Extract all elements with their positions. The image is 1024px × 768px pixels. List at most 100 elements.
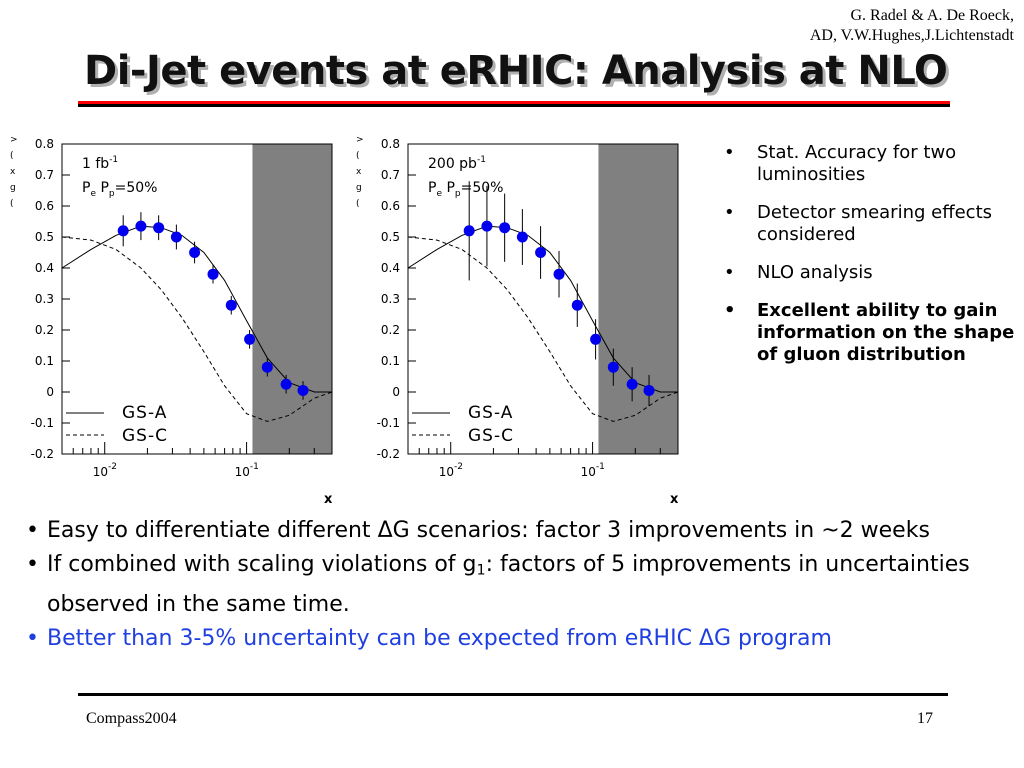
data-point <box>463 225 475 237</box>
x-tick-label: 10-2 <box>439 462 463 479</box>
svg-text:x: x <box>356 167 362 177</box>
svg-text:(: ( <box>356 199 360 209</box>
main-bullet-item: • Easy to differentiate different ΔG scen… <box>26 514 1021 548</box>
subscript: 1 <box>476 562 486 579</box>
y-axis-title: > (x g ( <box>356 135 364 209</box>
bullet-text-end: G program <box>713 625 832 651</box>
legend-gs-c: GS-C <box>468 426 514 446</box>
data-point <box>516 231 528 243</box>
legend-gs-a: GS-A <box>468 403 513 423</box>
svg-text:x: x <box>10 167 16 177</box>
x-tick-base: 10 <box>235 465 250 479</box>
x-tick-exponent: -2 <box>108 462 117 472</box>
svg-text:(: ( <box>10 199 14 209</box>
svg-text:g: g <box>356 183 362 193</box>
y-tick-label: 0.6 <box>381 199 400 213</box>
footer-rule <box>78 693 948 696</box>
x-axis-label: x <box>670 492 679 507</box>
plot-200pb: > (x g ( 0.8 0.7 0.6 0.5 0.4 0.3 0.2 0.1 0 -0.1 -0.2… <box>356 135 679 507</box>
delta-symbol: Δ <box>377 518 393 543</box>
main-bullet-item: • If combined with scaling violations of … <box>26 548 1021 622</box>
lum-label: 200 pb-1 <box>428 155 486 172</box>
data-point <box>626 378 638 390</box>
y-tick-label: 0.7 <box>381 168 400 182</box>
curve-gs-c <box>61 236 333 422</box>
x-ticks <box>61 442 333 454</box>
main-bullet-item: • Better than 3-5% uncertainty can be exp… <box>26 622 1021 656</box>
right-bullet-item: • NLO analysis <box>724 262 1019 284</box>
title-underline-red <box>78 101 950 104</box>
curve-gs-c <box>407 236 679 422</box>
data-point <box>261 361 273 373</box>
x-tick-label: 10-2 <box>93 462 117 479</box>
bullet-marker: • <box>724 142 735 163</box>
x-tick-base: 10 <box>93 465 108 479</box>
data-points <box>463 181 655 406</box>
y-tick-label: 0.4 <box>381 261 400 275</box>
data-point <box>643 384 655 396</box>
svg-text:(: ( <box>10 151 14 161</box>
x-tick-label: 10-1 <box>581 462 605 479</box>
data-point <box>607 361 619 373</box>
authors-line-1: G. Radel & A. De Roeck, <box>850 7 1014 24</box>
bullet-text: Detector smearing effects considered <box>757 202 993 245</box>
plot-frame <box>61 143 333 455</box>
right-bullet-list: • Stat. Accuracy for two luminosities • De… <box>724 142 1019 382</box>
y-tick-label: -0.1 <box>377 416 400 430</box>
data-point <box>117 225 129 237</box>
svg-text:>: > <box>10 135 18 145</box>
x-tick-base: 10 <box>439 465 454 479</box>
y-tick-label: 0.3 <box>381 292 400 306</box>
right-bullet-item: • Stat. Accuracy for two luminosities <box>724 142 1019 186</box>
bullet-text-start: If combined with scaling violations of g <box>47 552 477 577</box>
data-point <box>170 231 182 243</box>
y-tick-label: 0 <box>392 385 400 399</box>
x-tick-label: 10-1 <box>235 462 259 479</box>
x-tick-exponent: -1 <box>250 462 259 472</box>
data-point <box>590 333 602 345</box>
y-tick-label: 0.4 <box>35 261 54 275</box>
x-tick-labels: 10-2 10-1 <box>93 462 259 479</box>
data-point <box>499 222 511 234</box>
bullet-text-end: : factors of 5 improvements in uncertain… <box>47 552 970 617</box>
data-point <box>225 299 237 311</box>
legend-gs-c: GS-C <box>122 426 168 446</box>
data-point <box>553 268 565 280</box>
main-bullet-list: • Easy to differentiate different ΔG scen… <box>26 514 1021 656</box>
x-tick-exponent: -1 <box>596 462 605 472</box>
shaded-region <box>598 144 678 454</box>
data-point <box>571 299 583 311</box>
footer-conference: Compass2004 <box>86 710 177 727</box>
bullet-text: Stat. Accuracy for two luminosities <box>757 142 957 185</box>
page-number: 17 <box>917 710 933 727</box>
svg-text:g: g <box>10 183 16 193</box>
y-tick-label: -0.2 <box>377 447 400 461</box>
x-axis-label: x <box>324 492 333 507</box>
plot-frame <box>407 143 679 455</box>
right-bullet-item: • Detector smearing effects considered <box>724 202 1019 246</box>
y-tick-label: 0.7 <box>35 168 54 182</box>
data-point <box>135 220 147 232</box>
bullet-marker: • <box>26 518 39 543</box>
y-tick-label: -0.1 <box>31 416 54 430</box>
data-point <box>244 333 256 345</box>
y-tick-labels: 0.8 0.7 0.6 0.5 0.4 0.3 0.2 0.1 0 -0.1 -0.2 <box>31 137 332 461</box>
legend: GS-A GS-C <box>412 403 514 446</box>
data-point <box>280 378 292 390</box>
shaded-region <box>252 144 332 454</box>
x-tick-base: 10 <box>581 465 596 479</box>
data-point <box>207 268 219 280</box>
legend-gs-a: GS-A <box>122 403 167 423</box>
bullet-text: Excellent ability to gain information on… <box>757 300 1015 365</box>
data-points <box>117 212 309 400</box>
y-tick-label: 0 <box>46 385 54 399</box>
bullet-text-end: G scenarios: factor 3 improvements in ~2… <box>392 518 930 543</box>
y-tick-label: 0.5 <box>381 230 400 244</box>
x-tick-labels: 10-2 10-1 <box>439 462 605 479</box>
bullet-marker: • <box>26 552 39 577</box>
authors-line-2: AD, V.W.Hughes,J.Lichtenstadt <box>809 27 1014 44</box>
y-tick-label: -0.2 <box>31 447 54 461</box>
x-tick-exponent: -2 <box>454 462 463 472</box>
authors: G. Radel & A. De Roeck, AD, V.W.Hughes,J… <box>810 6 1014 46</box>
slide-title: Di-Jet events at eRHIC: Analysis at NLO <box>84 48 948 94</box>
